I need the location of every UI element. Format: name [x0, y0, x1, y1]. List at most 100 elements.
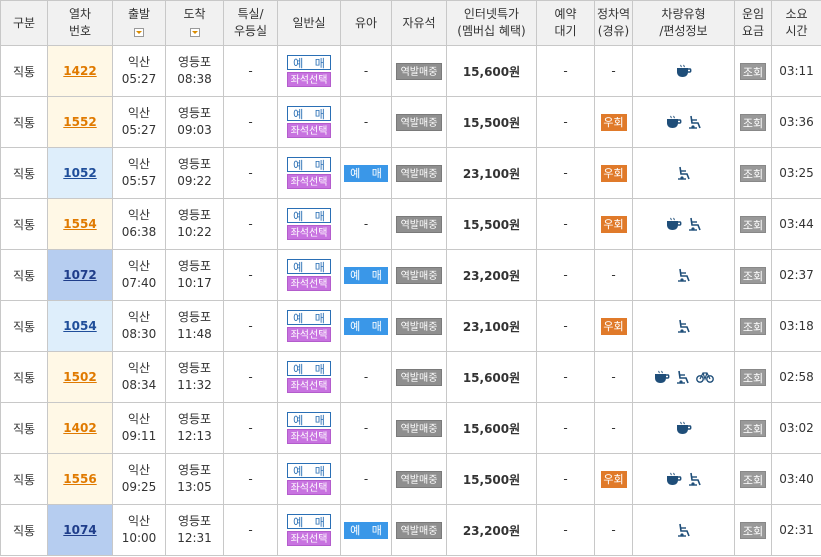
wheelchair-icon: [676, 370, 690, 384]
cafe-icon: [666, 115, 682, 129]
train-number-link[interactable]: 1422: [48, 46, 112, 96]
fare-view-button[interactable]: 조회: [740, 164, 766, 182]
cell-arrive: 영등포 10:22: [165, 198, 224, 250]
fare-view-button[interactable]: 조회: [740, 113, 766, 131]
detour-badge[interactable]: 우회: [600, 317, 627, 335]
cell-duration: 02:58: [771, 351, 821, 403]
seat-select-button[interactable]: 좌석선택: [287, 429, 331, 444]
train-number-link[interactable]: 1552: [48, 97, 112, 147]
seat-select-button[interactable]: 좌석선택: [287, 72, 331, 87]
detour-badge[interactable]: 우회: [600, 113, 627, 131]
reserve-button[interactable]: 예 매: [287, 259, 331, 274]
seat-select-button[interactable]: 좌석선택: [287, 225, 331, 240]
cell-duration: 02:31: [771, 504, 821, 556]
fare-view-button[interactable]: 조회: [740, 215, 766, 233]
cell-baby: -: [340, 453, 392, 505]
seat-select-button[interactable]: 좌석선택: [287, 123, 331, 138]
baby-reserve-button[interactable]: 예 매: [344, 521, 388, 539]
baby-reserve-button[interactable]: 예 매: [344, 317, 388, 335]
train-number-link[interactable]: 1074: [48, 505, 112, 555]
fare-view-button[interactable]: 조회: [740, 317, 766, 335]
cell-type: 직통: [0, 147, 48, 199]
depart-station: 익산: [127, 310, 151, 324]
train-row: 직통 1072 익산 07:40 영등포 10:17 - 예 매 좌석선택 예 매 역…: [0, 249, 821, 301]
bicycle-icon: [695, 370, 714, 384]
cell-car-type: [632, 504, 735, 556]
fare-view-button[interactable]: 조회: [740, 419, 766, 437]
arrive-station: 영등포: [177, 55, 212, 69]
sort-depart-icon[interactable]: [134, 28, 144, 37]
cell-depart: 익산 10:00: [112, 504, 166, 556]
seat-select-button[interactable]: 좌석선택: [287, 378, 331, 393]
header-duration: 소요 시간: [771, 0, 821, 46]
cell-special: -: [223, 249, 278, 301]
cell-depart: 익산 06:38: [112, 198, 166, 250]
seat-select-button[interactable]: 좌석선택: [287, 531, 331, 546]
cell-depart: 익산 08:34: [112, 351, 166, 403]
baby-reserve-button[interactable]: 예 매: [344, 266, 388, 284]
fare-view-button[interactable]: 조회: [740, 62, 766, 80]
train-number-link[interactable]: 1554: [48, 199, 112, 249]
reserve-button[interactable]: 예 매: [287, 55, 331, 70]
cell-fare: 조회: [734, 351, 772, 403]
station-sale-badge: 역발매중: [396, 62, 442, 80]
cell-car-type: [632, 249, 735, 301]
fare-view-button[interactable]: 조회: [740, 470, 766, 488]
cafe-icon: [676, 421, 692, 435]
seat-select-button[interactable]: 좌석선택: [287, 327, 331, 342]
arrive-station: 영등포: [177, 361, 212, 375]
seat-select-button[interactable]: 좌석선택: [287, 480, 331, 495]
cell-internet-price: 15,500원: [446, 453, 537, 505]
train-row: 직통 1402 익산 09:11 영등포 12:13 - 예 매 좌석선택 - 역발매…: [0, 402, 821, 454]
detour-badge[interactable]: 우회: [600, 164, 627, 182]
fare-view-button[interactable]: 조회: [740, 521, 766, 539]
reserve-button[interactable]: 예 매: [287, 463, 331, 478]
cell-depart: 익산 08:30: [112, 300, 166, 352]
cell-depart: 익산 09:11: [112, 402, 166, 454]
fare-view-button[interactable]: 조회: [740, 368, 766, 386]
reserve-button[interactable]: 예 매: [287, 412, 331, 427]
arrive-station: 영등포: [177, 259, 212, 273]
reserve-button[interactable]: 예 매: [287, 361, 331, 376]
cell-internet-price: 23,100원: [446, 300, 537, 352]
train-number-link[interactable]: 1402: [48, 403, 112, 453]
cafe-icon: [676, 64, 692, 78]
train-number-link[interactable]: 1502: [48, 352, 112, 402]
cell-arrive: 영등포 11:48: [165, 300, 224, 352]
cell-car-type: [632, 351, 735, 403]
train-row: 직통 1502 익산 08:34 영등포 11:32 - 예 매 좌석선택 - 역발매…: [0, 351, 821, 403]
cell-car-type: [632, 147, 735, 199]
baby-none: -: [363, 421, 369, 435]
reserve-button[interactable]: 예 매: [287, 310, 331, 325]
cell-train-no: 1054: [47, 300, 113, 352]
cell-special: -: [223, 300, 278, 352]
baby-reserve-button[interactable]: 예 매: [344, 164, 388, 182]
cell-train-no: 1052: [47, 147, 113, 199]
reserve-button[interactable]: 예 매: [287, 208, 331, 223]
reserve-button[interactable]: 예 매: [287, 106, 331, 121]
cell-internet-price: 15,500원: [446, 198, 537, 250]
cell-free-seat: 역발매중: [391, 402, 447, 454]
cell-depart: 익산 07:40: [112, 249, 166, 301]
sort-arrive-icon[interactable]: [189, 28, 200, 37]
seat-select-button[interactable]: 좌석선택: [287, 174, 331, 189]
reserve-button[interactable]: 예 매: [287, 514, 331, 529]
cell-baby: -: [340, 198, 392, 250]
train-number-link[interactable]: 1556: [48, 454, 112, 504]
cafe-icon: [666, 217, 682, 231]
detour-badge[interactable]: 우회: [600, 215, 627, 233]
cell-depart: 익산 09:25: [112, 453, 166, 505]
cell-internet-price: 15,600원: [446, 351, 537, 403]
arrive-time: 13:05: [177, 480, 212, 494]
train-number-link[interactable]: 1054: [48, 301, 112, 351]
cell-duration: 03:25: [771, 147, 821, 199]
train-row: 직통 1552 익산 05:27 영등포 09:03 - 예 매 좌석선택 - 역발매…: [0, 96, 821, 148]
train-number-link[interactable]: 1052: [48, 148, 112, 198]
fare-view-button[interactable]: 조회: [740, 266, 766, 284]
cell-type: 직통: [0, 300, 48, 352]
arrive-station: 영등포: [177, 514, 212, 528]
train-number-link[interactable]: 1072: [48, 250, 112, 300]
detour-badge[interactable]: 우회: [600, 470, 627, 488]
seat-select-button[interactable]: 좌석선택: [287, 276, 331, 291]
reserve-button[interactable]: 예 매: [287, 157, 331, 172]
